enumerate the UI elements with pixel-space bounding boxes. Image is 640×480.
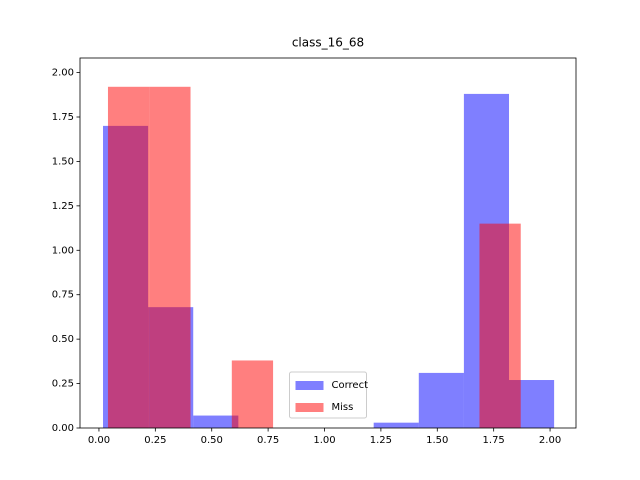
y-tick-label: 2.00 <box>52 68 74 79</box>
x-tick-label: 0.00 <box>88 435 110 446</box>
bar <box>193 415 239 428</box>
bar <box>479 223 521 428</box>
x-tick-label: 0.75 <box>257 435 279 446</box>
legend-label: Miss <box>332 402 354 413</box>
x-tick-label: 2.00 <box>539 435 561 446</box>
bar <box>149 86 191 429</box>
bar <box>107 86 150 429</box>
y-tick-label: 1.75 <box>52 112 74 123</box>
x-tick-label: 0.50 <box>201 435 223 446</box>
x-tick-label: 1.75 <box>483 435 505 446</box>
y-tick-label: 0.00 <box>52 423 74 434</box>
bar <box>231 360 274 428</box>
plot-frame <box>79 57 577 429</box>
y-tick-label: 1.25 <box>52 201 74 212</box>
legend-label: Correct <box>332 380 369 391</box>
chart-title: class_16_68 <box>292 36 364 50</box>
bar <box>373 422 419 428</box>
y-tick-label: 1.00 <box>52 245 74 256</box>
legend-swatch <box>295 381 324 390</box>
y-tick-label: 0.50 <box>52 334 74 345</box>
y-tick-label: 0.25 <box>52 379 74 390</box>
y-tick-label: 1.50 <box>52 156 74 167</box>
y-tick-label: 0.75 <box>52 290 74 301</box>
x-tick-label: 1.00 <box>313 435 335 446</box>
x-tick-label: 1.25 <box>370 435 392 446</box>
x-tick-label: 0.25 <box>144 435 166 446</box>
legend-swatch <box>295 403 324 412</box>
x-tick-label: 1.50 <box>426 435 448 446</box>
bar <box>418 372 464 428</box>
